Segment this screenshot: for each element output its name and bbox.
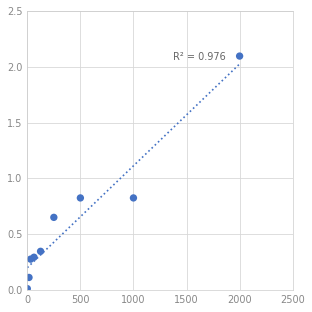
Point (38, 249, 43, 254)
Point (237, 54, 242, 59)
Point (27, 275, 32, 280)
Point (51, 215, 56, 220)
Point (32, 255, 37, 260)
Text: R² = 0.976: R² = 0.976 (173, 52, 226, 62)
Point (78, 195, 83, 200)
Point (131, 195, 136, 200)
Point (28, 257, 33, 262)
Point (25, 286, 30, 291)
